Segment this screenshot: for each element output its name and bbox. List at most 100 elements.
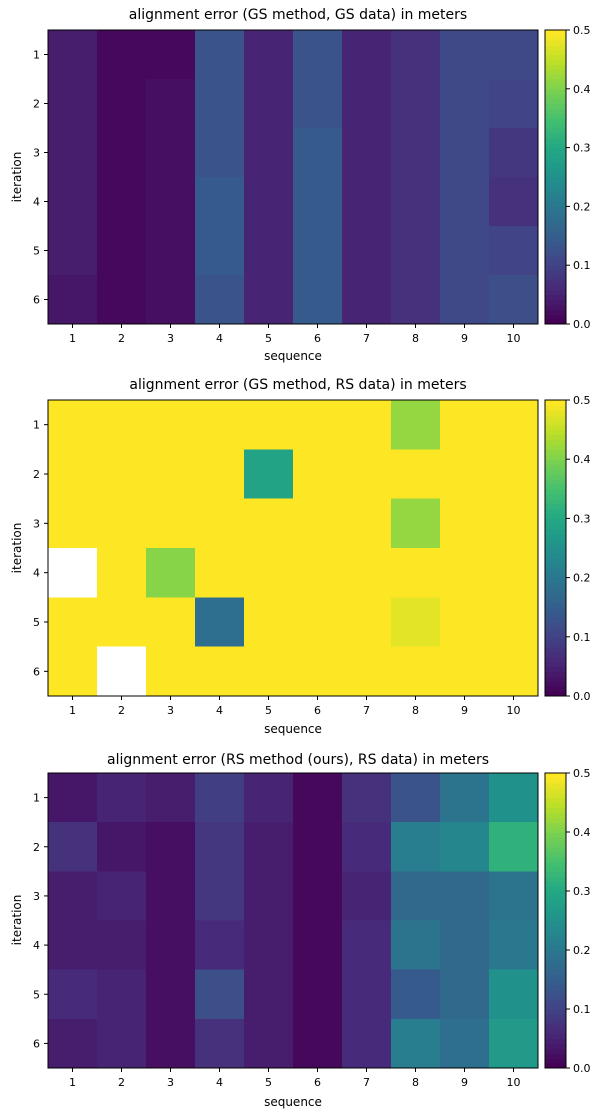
- y-tick-label: 4: [33, 939, 40, 952]
- colorbar-segment: [545, 508, 566, 515]
- colorbar-segment: [545, 513, 566, 519]
- x-tick-label: 8: [412, 1076, 419, 1089]
- colorbar-frame: [544, 772, 567, 1069]
- colorbar-segment: [545, 235, 566, 242]
- colorbar-segment: [545, 206, 566, 212]
- colorbar-segment: [545, 294, 566, 301]
- colorbar-segment: [545, 250, 566, 256]
- heatmap-cell: [489, 822, 539, 872]
- colorbar-segment: [545, 836, 566, 843]
- colorbar-segment: [545, 989, 566, 995]
- colorbar-segment: [545, 954, 566, 961]
- colorbar-segment: [545, 270, 566, 276]
- heatmap-cell: [195, 79, 245, 129]
- heatmap-cell: [391, 498, 441, 549]
- colorbar-segment: [545, 152, 566, 158]
- colorbar-segment: [545, 103, 566, 109]
- colorbar-segment: [545, 498, 566, 505]
- heatmap-panel-3: alignment error (RS method (ours), RS da…: [10, 752, 591, 1109]
- heatmap-cell: [97, 597, 147, 648]
- colorbar-segment: [545, 646, 566, 653]
- colorbar-segment: [545, 319, 566, 325]
- heatmap-cell: [97, 822, 147, 872]
- colorbar-segment: [545, 1038, 566, 1045]
- colorbar-tick-label: 0.5: [573, 24, 591, 37]
- heatmap-cell: [48, 920, 98, 971]
- heatmap-cell: [97, 449, 147, 500]
- heatmap-cell: [391, 548, 441, 598]
- heatmap-cell: [146, 498, 196, 549]
- colorbar-segment: [545, 935, 566, 941]
- heatmap-cell: [146, 128, 196, 178]
- colorbar-segment: [545, 74, 566, 80]
- heatmap-cell: [440, 400, 490, 450]
- heatmap-cell: [391, 969, 441, 1020]
- colorbar-segment: [545, 891, 566, 897]
- colorbar-segment: [545, 279, 566, 286]
- y-axis-label: iteration: [10, 152, 24, 203]
- colorbar-segment: [545, 822, 566, 828]
- heatmap-cell: [489, 79, 539, 129]
- heatmap-cell: [195, 498, 245, 549]
- colorbar-segment: [545, 577, 566, 584]
- heatmap-cell: [440, 177, 490, 227]
- heatmap-cell: [48, 773, 98, 823]
- colorbar-segment: [545, 304, 566, 310]
- colorbar-segment: [545, 871, 566, 877]
- colorbar-segment: [545, 999, 566, 1005]
- colorbar-segment: [545, 299, 566, 305]
- heatmap-cell: [48, 1018, 98, 1069]
- colorbar-segment: [545, 969, 566, 976]
- colorbar-segment: [545, 83, 566, 90]
- heatmap-cell: [391, 226, 441, 276]
- y-tick-label: 2: [33, 841, 40, 854]
- y-tick-label: 1: [33, 49, 40, 62]
- colorbar-segment: [545, 964, 566, 971]
- heatmap-cell: [97, 226, 147, 276]
- heatmap-cell: [195, 30, 245, 80]
- heatmap-cell: [48, 30, 98, 80]
- heatmap-cell: [97, 646, 147, 697]
- colorbar-segment: [545, 528, 566, 534]
- colorbar-segment: [545, 245, 566, 252]
- colorbar-segment: [545, 807, 566, 813]
- heatmap-cell: [391, 30, 441, 80]
- heatmap-cell: [489, 400, 539, 450]
- heatmap-cell: [244, 400, 294, 450]
- heatmap-cell: [48, 275, 98, 325]
- heatmap-cell: [146, 822, 196, 872]
- x-tick-label: 10: [507, 332, 521, 345]
- heatmap-cell: [440, 30, 490, 80]
- colorbar-segment: [545, 518, 566, 524]
- heatmap-cell: [489, 1018, 539, 1069]
- heatmap-cell: [293, 128, 343, 178]
- colorbar-segment: [545, 444, 566, 450]
- colorbar-segment: [545, 216, 566, 222]
- heatmap-cell: [195, 226, 245, 276]
- heatmap-cell: [293, 969, 343, 1020]
- colorbar-tick-label: 0.3: [573, 142, 591, 155]
- colorbar-segment: [545, 44, 566, 51]
- colorbar-segment: [545, 691, 566, 697]
- y-tick-label: 3: [33, 890, 40, 903]
- colorbar-segment: [545, 1033, 566, 1040]
- colorbar-segment: [545, 607, 566, 613]
- heatmap-cell: [48, 822, 98, 872]
- colorbar-segment: [545, 128, 566, 134]
- colorbar-segment: [545, 1063, 566, 1069]
- colorbar-segment: [545, 284, 566, 291]
- heatmap-cell: [195, 597, 245, 648]
- heatmap-cell: [391, 128, 441, 178]
- x-tick-label: 3: [167, 704, 174, 717]
- colorbar-segment: [545, 59, 566, 65]
- colorbar-segment: [545, 1013, 566, 1020]
- colorbar-segment: [545, 548, 566, 554]
- colorbar-segment: [545, 895, 566, 902]
- x-tick-label: 8: [412, 332, 419, 345]
- colorbar-segment: [545, 676, 566, 682]
- heatmap-cell: [391, 822, 441, 872]
- heatmap-cell: [293, 871, 343, 922]
- heatmap-cell: [440, 79, 490, 129]
- colorbar-segment: [545, 196, 566, 203]
- colorbar-segment: [545, 920, 566, 927]
